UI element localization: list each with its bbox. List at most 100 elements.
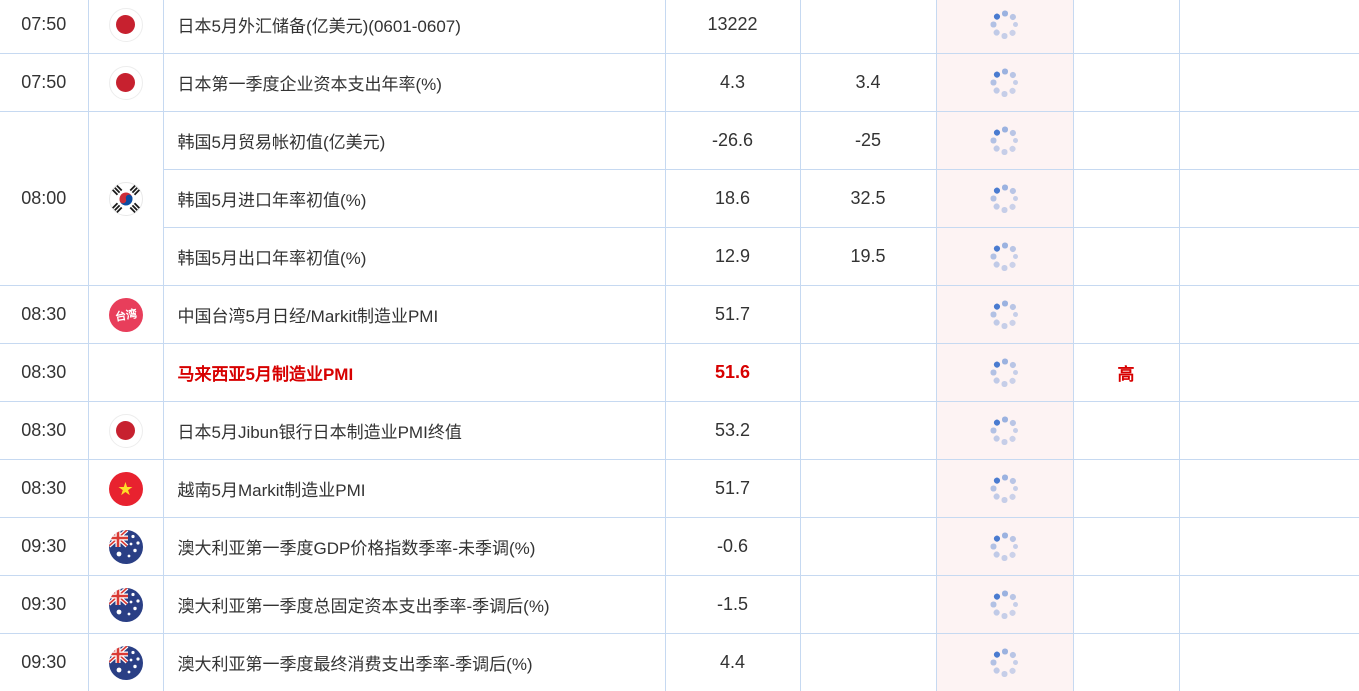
table-row[interactable]: 韩国5月进口年率初值(%) 18.6 32.5 [0, 169, 1359, 228]
time-cell: 07:50 [0, 53, 89, 112]
importance-badge [1072, 401, 1180, 460]
table-row[interactable]: 韩国5月出口年率初值(%) 12.9 19.5 [0, 227, 1359, 286]
forecast-value [799, 0, 937, 54]
time-cell: 09:30 [0, 575, 89, 634]
forecast-value [799, 459, 937, 518]
actual-value: 51.6 [664, 343, 801, 402]
forecast-value: 3.4 [799, 53, 937, 112]
japan-flag-disc [116, 421, 135, 440]
event-name: 韩国5月贸易帐初值(亿美元) [162, 111, 666, 170]
actual-value: 4.3 [664, 53, 801, 112]
importance-badge [1072, 169, 1180, 228]
flag-cell [87, 459, 164, 518]
japan-flag-icon [108, 65, 143, 100]
empty-cell [1178, 227, 1359, 286]
loading-spinner-icon [990, 532, 1020, 562]
loading-spinner-icon [990, 648, 1020, 678]
flag-cell [87, 517, 164, 576]
japan-flag-icon [108, 413, 143, 448]
table-row[interactable]: 08:30 日本5月Jibun银行日本制造业PMI终值 53.2 [0, 401, 1359, 460]
forecast-value [799, 343, 937, 402]
importance-badge [1072, 459, 1180, 518]
actual-value: 13222 [664, 0, 801, 54]
table-row[interactable]: 08:30 马来西亚5月制造业PMI 51.6 高 [0, 343, 1359, 402]
actual-value: -1.5 [664, 575, 801, 634]
table-row[interactable]: 07:50 日本5月外汇储备(亿美元)(0601-0607) 13222 [0, 0, 1359, 54]
loading-spinner-icon [990, 358, 1020, 388]
importance-badge [1072, 285, 1180, 344]
importance-badge [1072, 111, 1180, 170]
importance-badge [1072, 517, 1180, 576]
taiwan-badge-icon: 台湾 [108, 297, 143, 332]
table-row[interactable]: 08:00 韩国5月贸易帐初值(亿美元) -26.6 -25 [0, 111, 1359, 286]
table-row[interactable]: 07:50 日本第一季度企业资本支出年率(%) 4.3 3.4 [0, 53, 1359, 112]
loading-spinner-icon [990, 10, 1020, 40]
time-cell: 07:50 [0, 0, 89, 54]
vietnam-flag-icon [108, 471, 143, 506]
empty-cell [1178, 169, 1359, 228]
actual-value: 51.7 [664, 459, 801, 518]
loading-cell [935, 459, 1074, 518]
event-name: 韩国5月出口年率初值(%) [162, 227, 666, 286]
japan-flag-disc [116, 15, 135, 34]
australia-flag-icon [108, 587, 143, 622]
table-row[interactable]: 09:30 澳大利亚第一季度最终消费支出季率-季 [0, 633, 1359, 691]
empty-cell [1178, 401, 1359, 460]
empty-cell [1178, 459, 1359, 518]
loading-cell [935, 575, 1074, 634]
flag-cell [87, 111, 164, 286]
actual-value: -0.6 [664, 517, 801, 576]
empty-cell [1178, 111, 1359, 170]
empty-cell [1178, 0, 1359, 54]
importance-badge [1072, 0, 1180, 54]
loading-cell [935, 0, 1074, 54]
forecast-value [799, 401, 937, 460]
table-row[interactable]: 08:30 越南5月Markit制造业PMI 51.7 [0, 459, 1359, 518]
importance-badge [1072, 227, 1180, 286]
loading-spinner-icon [990, 474, 1020, 504]
japan-flag-icon [108, 7, 143, 42]
flag-cell [87, 53, 164, 112]
loading-spinner-icon [990, 416, 1020, 446]
actual-value: 53.2 [664, 401, 801, 460]
loading-spinner-icon [990, 68, 1020, 98]
loading-cell [935, 111, 1074, 170]
table-row[interactable]: 09:30 澳大利亚第一季度GDP价格指数季率- [0, 517, 1359, 576]
event-name: 马来西亚5月制造业PMI [162, 343, 666, 402]
actual-value: 4.4 [664, 633, 801, 691]
event-name: 澳大利亚第一季度GDP价格指数季率-未季调(%) [162, 517, 666, 576]
actual-value: 51.7 [664, 285, 801, 344]
flag-cell [87, 401, 164, 460]
empty-cell [1178, 517, 1359, 576]
time-cell: 09:30 [0, 633, 89, 691]
event-name: 日本5月Jibun银行日本制造业PMI终值 [162, 401, 666, 460]
event-name: 日本第一季度企业资本支出年率(%) [162, 53, 666, 112]
flag-cell [87, 575, 164, 634]
actual-value: -26.6 [664, 111, 801, 170]
empty-cell [1178, 343, 1359, 402]
loading-cell [935, 227, 1074, 286]
event-name: 越南5月Markit制造业PMI [162, 459, 666, 518]
importance-badge: 高 [1072, 343, 1180, 402]
time-cell: 08:30 [0, 401, 89, 460]
time-cell: 09:30 [0, 517, 89, 576]
event-name: 澳大利亚第一季度总固定资本支出季率-季调后(%) [162, 575, 666, 634]
loading-cell [935, 401, 1074, 460]
loading-cell [935, 169, 1074, 228]
forecast-value: -25 [799, 111, 937, 170]
table-row[interactable]: 08:30 台湾 中国台湾5月日经/Markit制造业PMI 51.7 [0, 285, 1359, 344]
forecast-value [799, 575, 937, 634]
star-icon [117, 480, 133, 498]
south-korea-flag-icon [108, 181, 143, 216]
importance-badge [1072, 633, 1180, 691]
table-row[interactable]: 09:30 澳大利亚第一季度总固定资本支出季率- [0, 575, 1359, 634]
australia-flag-icon [108, 529, 143, 564]
loading-spinner-icon [990, 184, 1020, 214]
event-name: 韩国5月进口年率初值(%) [162, 169, 666, 228]
loading-cell [935, 517, 1074, 576]
event-name: 中国台湾5月日经/Markit制造业PMI [162, 285, 666, 344]
forecast-value [799, 517, 937, 576]
loading-spinner-icon [990, 590, 1020, 620]
time-cell: 08:30 [0, 459, 89, 518]
forecast-value [799, 633, 937, 691]
